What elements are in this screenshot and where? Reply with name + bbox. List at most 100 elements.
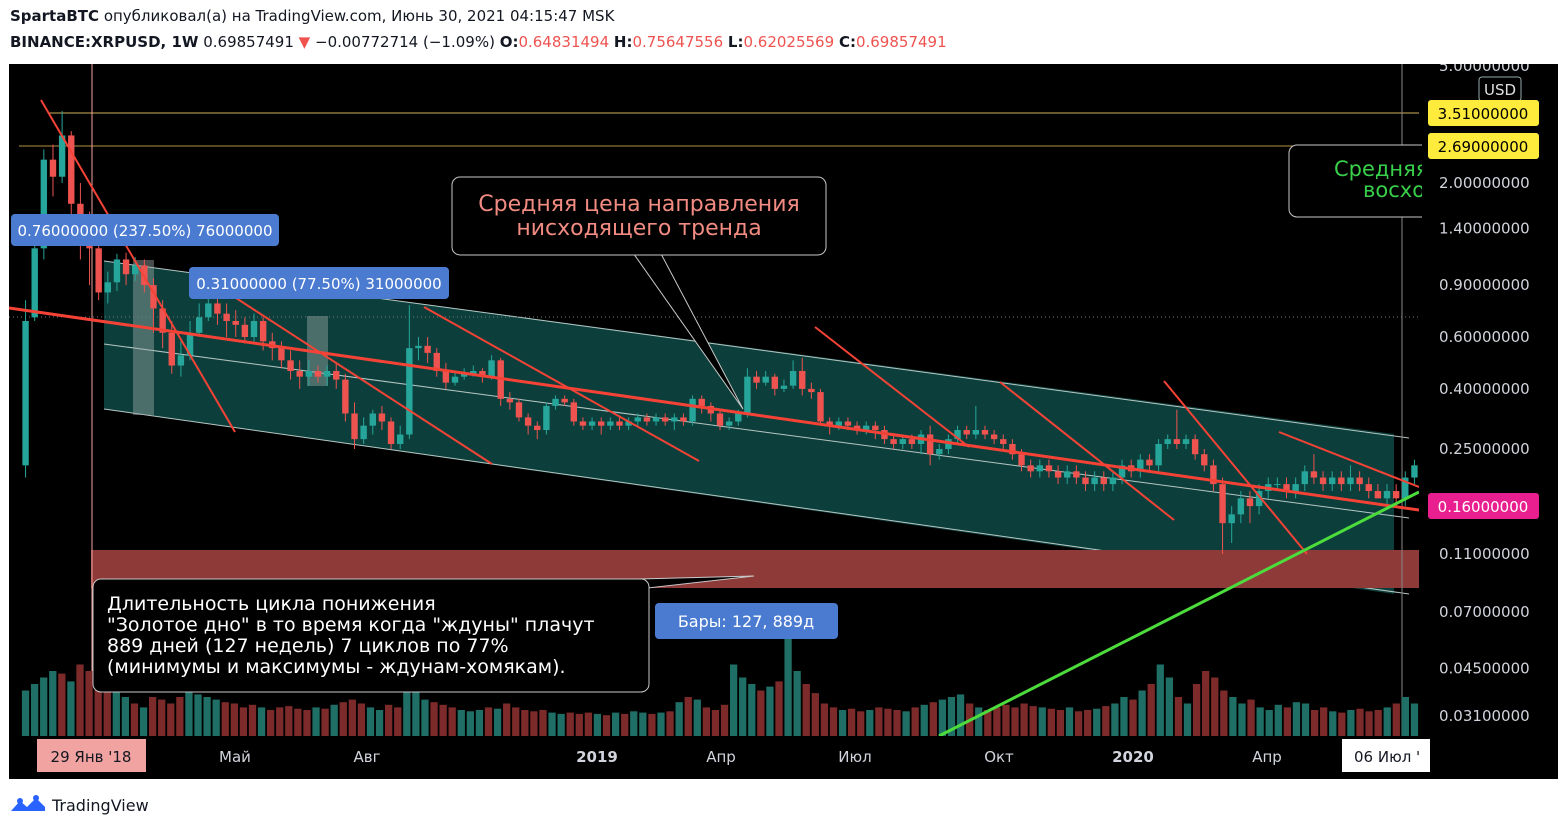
- candle-body: [524, 417, 532, 426]
- candle-body: [506, 398, 514, 403]
- candle-body: [1100, 477, 1107, 485]
- candle-body: [333, 370, 340, 380]
- volume-bar: [112, 690, 120, 736]
- candle-body: [1411, 465, 1418, 478]
- volume-bar: [847, 708, 856, 736]
- ohlc-header: BINANCE:XRPUSD, 1W 0.69857491 ▼ −0.00772…: [10, 33, 947, 51]
- candle-body: [1201, 454, 1208, 466]
- callout-trend-line1: Средняя цена направления: [478, 192, 799, 217]
- volume-bar: [857, 711, 865, 736]
- price-tag-current: [1428, 493, 1539, 519]
- candle-body: [1246, 498, 1254, 507]
- volume-bar: [702, 707, 711, 736]
- volume-bar: [30, 684, 39, 736]
- volume-bar: [1365, 711, 1373, 736]
- volume-bar: [1074, 711, 1083, 736]
- candle-body: [689, 398, 696, 422]
- candle-body: [1073, 471, 1080, 478]
- tradingview-logo-icon: [11, 795, 45, 811]
- volume-bar: [639, 712, 647, 736]
- candle-body: [1392, 491, 1400, 499]
- volume-bar: [1047, 708, 1055, 736]
- currency-label: USD: [1484, 81, 1516, 99]
- volume-bar: [1256, 707, 1264, 736]
- candle-body: [1347, 477, 1354, 485]
- volume-bar: [1229, 697, 1237, 736]
- callout-trend-box[interactable]: [451, 176, 827, 256]
- candle-body: [1091, 477, 1098, 485]
- volume-bar: [285, 706, 293, 736]
- chart-area[interactable]: Средняя цена направления нисходящего тре…: [9, 64, 1558, 779]
- price-chart[interactable]: Средняя цена направления нисходящего тре…: [9, 64, 1558, 779]
- volume-bars: [21, 634, 1419, 736]
- volume-bar: [539, 710, 547, 736]
- candle-body: [287, 360, 294, 371]
- volume-bar: [956, 694, 965, 736]
- volume-bar: [911, 707, 919, 736]
- candle-body: [570, 402, 578, 422]
- volume-bar: [1274, 704, 1282, 736]
- candle-body: [1283, 484, 1290, 492]
- down-segment-2: [198, 273, 493, 465]
- volume-bar: [276, 707, 284, 736]
- high-label: H:: [613, 33, 633, 51]
- time-scale[interactable]: [9, 736, 1558, 779]
- volume-bar: [1174, 697, 1183, 736]
- candle-body: [588, 421, 596, 426]
- candle-body: [1191, 439, 1199, 455]
- volume-bar: [212, 699, 220, 736]
- published-text: опубликовал(а) на TradingView.com, Июнь …: [103, 7, 615, 25]
- candle-body: [168, 332, 175, 366]
- candle-body: [1082, 477, 1089, 485]
- volume-bar: [693, 699, 701, 736]
- volume-bar: [76, 664, 84, 736]
- candle-body: [205, 303, 212, 318]
- candle-body: [1164, 439, 1171, 444]
- author-name[interactable]: SpartaBTC: [10, 7, 100, 25]
- candle-body: [1118, 465, 1126, 478]
- candle-body: [753, 376, 760, 383]
- volume-bar: [975, 707, 983, 736]
- candle-body: [1228, 514, 1235, 524]
- price-tick-label: 0.11000000: [1439, 545, 1530, 563]
- time-tick-label: Окт: [984, 748, 1014, 766]
- volume-bar: [802, 684, 810, 736]
- volume-bar: [1338, 712, 1346, 736]
- volume-bar: [357, 703, 366, 736]
- volume-bar: [203, 697, 211, 736]
- volume-bar: [757, 690, 765, 736]
- volume-bar: [176, 697, 184, 736]
- volume-bar: [303, 710, 311, 736]
- candle-body: [1210, 465, 1217, 485]
- candle-body: [853, 425, 861, 431]
- candle-body: [1338, 477, 1345, 485]
- candle-body: [1374, 491, 1382, 499]
- candle-body: [132, 265, 139, 275]
- footer-brand[interactable]: TradingView: [10, 795, 149, 815]
- candle-body: [972, 430, 980, 435]
- candle-body: [451, 376, 459, 383]
- callout-cycle-box[interactable]: [92, 578, 650, 693]
- volume-bar: [1247, 699, 1255, 736]
- callout-rising-line1: Средняя: [1334, 157, 1428, 181]
- candle-body: [278, 348, 285, 361]
- volume-bar: [221, 702, 229, 736]
- price-tag-2-69-text: 2.69000000: [1438, 138, 1529, 156]
- candle-body: [872, 425, 879, 431]
- price-tag-2-69: [1428, 133, 1539, 159]
- measure-tag-2-text: 0.31000000 (77.50%) 31000000: [196, 275, 441, 293]
- volume-bar: [85, 671, 93, 736]
- callout-cycle-line1: Длительность цикла понижения: [107, 593, 436, 615]
- volume-bar: [503, 703, 511, 736]
- volume-bar: [630, 711, 638, 736]
- candle-body: [789, 370, 797, 386]
- volume-bar: [439, 704, 447, 736]
- price-scale[interactable]: [1422, 64, 1558, 736]
- bars-count-text: Бары: 127, 889д: [678, 612, 814, 631]
- volume-bar: [566, 712, 574, 736]
- candle-body: [214, 303, 221, 314]
- candle-body: [113, 259, 121, 283]
- candle-body: [735, 413, 742, 422]
- candle-body: [1054, 471, 1062, 478]
- candle-body: [1274, 484, 1281, 486]
